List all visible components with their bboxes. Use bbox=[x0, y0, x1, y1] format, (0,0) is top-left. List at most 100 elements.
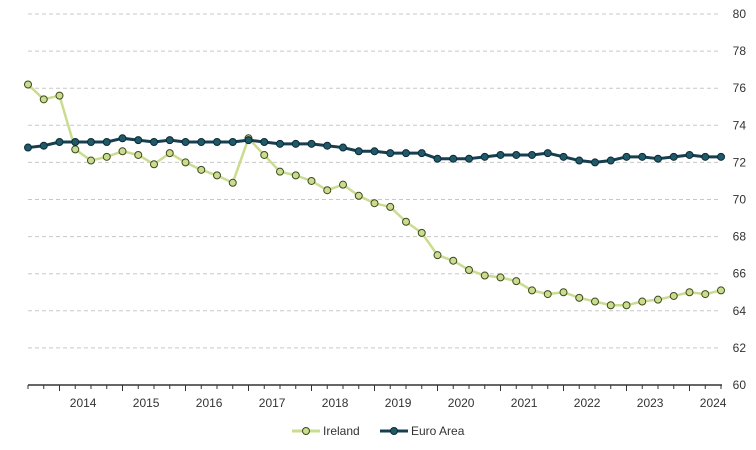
x-tick-label: 2015 bbox=[133, 396, 160, 410]
legend-item: Ireland bbox=[292, 424, 360, 438]
data-point bbox=[638, 297, 647, 306]
data-point bbox=[480, 152, 489, 161]
data-point bbox=[638, 152, 647, 161]
x-tick-label: 2021 bbox=[511, 396, 538, 410]
data-point bbox=[118, 147, 127, 156]
data-point bbox=[24, 143, 32, 152]
data-point bbox=[118, 134, 127, 143]
x-tick-label: 2014 bbox=[70, 396, 97, 410]
x-tick-label: 2023 bbox=[637, 396, 664, 410]
data-point bbox=[685, 288, 694, 297]
data-point bbox=[276, 139, 284, 148]
data-point bbox=[654, 154, 662, 163]
data-point bbox=[71, 137, 80, 146]
data-point bbox=[370, 147, 379, 156]
data-point bbox=[244, 136, 253, 145]
data-point bbox=[701, 152, 710, 161]
data-point bbox=[276, 167, 284, 176]
data-point bbox=[228, 178, 237, 187]
data-point bbox=[622, 301, 631, 310]
y-tick-label: 74 bbox=[733, 118, 747, 132]
data-point bbox=[528, 286, 536, 295]
data-point bbox=[260, 137, 269, 146]
data-point bbox=[575, 156, 584, 165]
series-ireland bbox=[24, 80, 725, 310]
data-point bbox=[291, 139, 300, 148]
data-point bbox=[606, 301, 615, 310]
legend-item: Euro Area bbox=[380, 424, 465, 438]
data-point bbox=[165, 149, 174, 158]
y-tick-label: 80 bbox=[733, 7, 747, 21]
data-point bbox=[307, 139, 316, 148]
data-point bbox=[134, 150, 143, 159]
legend-swatch-marker bbox=[390, 427, 398, 435]
data-point bbox=[307, 176, 316, 185]
x-tick-label: 2016 bbox=[196, 396, 223, 410]
data-point bbox=[55, 91, 64, 100]
data-point bbox=[465, 265, 473, 274]
data-point bbox=[433, 154, 442, 163]
data-point bbox=[102, 137, 111, 146]
data-point bbox=[717, 286, 725, 295]
y-tick-label: 70 bbox=[733, 193, 747, 207]
x-tick-label: 2019 bbox=[385, 396, 412, 410]
data-point bbox=[543, 149, 552, 158]
data-point bbox=[197, 165, 206, 174]
data-point bbox=[559, 152, 568, 161]
data-point bbox=[386, 202, 395, 211]
data-point bbox=[669, 291, 678, 300]
data-point bbox=[591, 297, 599, 306]
data-point bbox=[669, 152, 678, 161]
y-tick-label: 78 bbox=[733, 44, 747, 58]
data-point bbox=[87, 156, 95, 165]
y-tick-label: 64 bbox=[733, 304, 747, 318]
data-point bbox=[685, 150, 694, 159]
y-tick-label: 60 bbox=[733, 378, 747, 392]
data-point bbox=[402, 217, 410, 226]
data-point bbox=[575, 293, 584, 302]
x-tick-label: 2017 bbox=[259, 396, 286, 410]
series-line bbox=[27, 83, 722, 307]
data-point bbox=[449, 154, 458, 163]
data-point bbox=[449, 256, 458, 265]
data-point bbox=[87, 137, 95, 146]
data-point bbox=[480, 271, 489, 280]
data-point bbox=[370, 199, 379, 208]
data-point bbox=[559, 288, 568, 297]
y-tick-label: 68 bbox=[733, 230, 747, 244]
data-point bbox=[150, 137, 158, 146]
data-point bbox=[323, 186, 332, 195]
data-point bbox=[354, 191, 363, 200]
data-point bbox=[528, 150, 536, 159]
data-point bbox=[291, 171, 300, 180]
y-tick-label: 66 bbox=[733, 267, 747, 281]
series-layer bbox=[24, 80, 725, 310]
data-point bbox=[150, 160, 158, 169]
series-euro-area bbox=[24, 134, 725, 167]
data-point bbox=[465, 154, 473, 163]
data-point bbox=[433, 251, 442, 260]
data-point bbox=[386, 149, 395, 158]
data-point bbox=[701, 290, 710, 299]
y-tick-label: 62 bbox=[733, 341, 747, 355]
x-tick-label: 2024 bbox=[700, 396, 727, 410]
data-point bbox=[339, 180, 347, 189]
y-axis-ticks: 60 62 64 66 68 70 72 74 76 78 80 bbox=[733, 7, 747, 392]
data-point bbox=[496, 273, 505, 282]
data-point bbox=[417, 228, 426, 237]
data-point bbox=[165, 136, 174, 145]
data-point bbox=[55, 137, 64, 146]
data-point bbox=[512, 150, 521, 159]
data-point bbox=[213, 171, 221, 180]
data-point bbox=[181, 137, 190, 146]
data-point bbox=[260, 150, 269, 159]
data-point bbox=[402, 149, 410, 158]
legend-label: Euro Area bbox=[411, 424, 465, 438]
data-point bbox=[354, 147, 363, 156]
data-point bbox=[417, 149, 426, 158]
data-point bbox=[512, 277, 521, 286]
data-point bbox=[654, 295, 662, 304]
legend-swatch-marker bbox=[302, 427, 310, 435]
